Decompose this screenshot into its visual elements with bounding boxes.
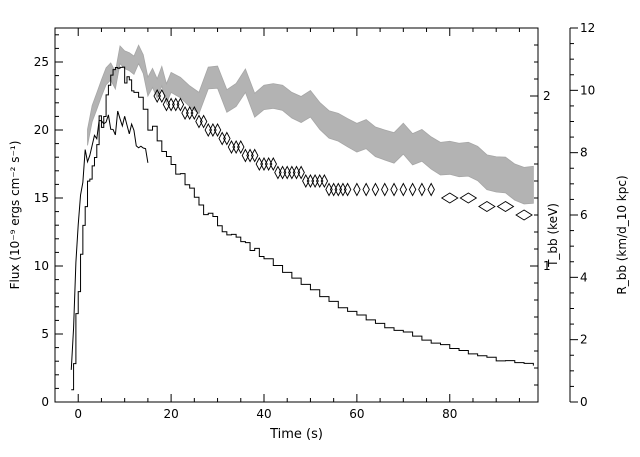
tbb-point-34 — [311, 174, 319, 188]
series-layer — [70, 44, 534, 391]
tbb-point-23 — [260, 157, 268, 171]
tbb-point-30 — [292, 165, 301, 180]
y-axis-label-right-outer: R_bb (km/d_10 kpc) — [615, 175, 629, 294]
series-rbb-band — [87, 44, 534, 205]
tbb-point-8 — [190, 106, 199, 120]
tbb-point-40 — [339, 182, 347, 197]
y-tick-label-rbb-1: 2 — [580, 333, 588, 347]
tbb-point-36 — [320, 174, 329, 188]
tbb-point-28 — [283, 165, 291, 180]
tbb-point-4 — [172, 97, 180, 112]
tbb-point-45 — [381, 182, 389, 197]
x-tick-label-0: 0 — [74, 407, 82, 421]
y-tick-label-left-2: 10 — [34, 259, 49, 273]
x-tick-label-3: 60 — [349, 407, 364, 421]
y-tick-label-left-5: 25 — [34, 55, 49, 69]
tbb-point-38 — [329, 182, 338, 197]
labels-layer: Time (s) Flux (10⁻⁹ ergs cm⁻² s⁻¹) T_bb … — [8, 141, 629, 442]
y-tick-label-tbb-0: 1 — [543, 259, 551, 273]
y-axis-label-right-inner: T_bb (keV) — [546, 203, 560, 268]
y-tick-label-rbb-0: 0 — [580, 395, 588, 409]
tbb-point-3 — [167, 97, 175, 112]
x-tick-label-4: 80 — [442, 407, 457, 421]
tbb-point-14 — [218, 131, 226, 146]
tbb-point-22 — [255, 157, 264, 171]
y-tick-label-rbb-2: 4 — [580, 270, 588, 284]
series-flux-stepped — [71, 66, 534, 391]
y-tick-label-left-1: 5 — [41, 327, 49, 341]
tbb-point-47 — [399, 182, 408, 197]
y-tick-label-left-3: 15 — [34, 191, 49, 205]
y-tick-label-rbb-6: 12 — [580, 21, 595, 35]
tbb-point-48 — [408, 182, 417, 197]
tbb-point-37 — [325, 182, 333, 197]
tbb-point-10 — [199, 114, 208, 129]
plot-frame — [54, 27, 539, 403]
tbb-point-43 — [362, 182, 370, 197]
tbb-point-50 — [427, 182, 435, 197]
tbb-point-32 — [302, 174, 310, 188]
tbb-point-33 — [306, 174, 315, 188]
tbb-point-6 — [181, 106, 189, 120]
tbb-point-18 — [237, 140, 245, 154]
tbb-point-31 — [297, 165, 305, 180]
axes-layer — [54, 27, 571, 403]
tbb-point-1 — [158, 89, 166, 103]
y-tick-label-rbb-3: 6 — [580, 208, 588, 222]
tbb-point-51 — [440, 192, 459, 204]
tbb-point-19 — [241, 148, 250, 163]
tbb-point-16 — [227, 140, 236, 154]
x-axis-label: Time (s) — [269, 427, 323, 442]
tbb-point-53 — [478, 200, 496, 213]
tbb-point-52 — [459, 192, 478, 204]
tbb-point-12 — [209, 123, 217, 137]
tbb-point-44 — [371, 182, 380, 197]
tbb-point-5 — [176, 97, 185, 112]
tbb-point-25 — [269, 157, 277, 171]
tbb-point-35 — [316, 174, 324, 188]
x-tick-label-2: 40 — [256, 407, 271, 421]
y-axis-label-left: Flux (10⁻⁹ ergs cm⁻² s⁻¹) — [8, 141, 22, 290]
tbb-point-26 — [274, 165, 282, 180]
x-tick-label-1: 20 — [163, 407, 178, 421]
y-tick-label-left-0: 0 — [41, 395, 49, 409]
tbb-point-42 — [353, 182, 361, 197]
tbb-point-55 — [515, 209, 533, 221]
tbb-point-15 — [223, 131, 231, 146]
tbb-point-54 — [496, 200, 515, 213]
y-tick-label-rbb-4: 8 — [580, 146, 588, 160]
tbb-point-9 — [195, 114, 203, 129]
tbb-point-20 — [246, 148, 254, 163]
tbb-point-13 — [213, 123, 222, 137]
tbb-point-29 — [288, 165, 296, 180]
tbb-point-41 — [343, 182, 352, 197]
tbb-point-46 — [390, 182, 398, 197]
y-tick-label-left-4: 20 — [34, 123, 49, 137]
tbb-point-27 — [278, 165, 287, 180]
tbb-point-49 — [418, 182, 426, 197]
tbb-point-21 — [250, 148, 259, 163]
tbb-point-11 — [204, 123, 212, 137]
series-flux-trace — [70, 110, 149, 370]
tbb-point-17 — [232, 140, 240, 154]
tbb-point-24 — [264, 157, 273, 171]
tbb-point-39 — [334, 182, 343, 197]
y-tick-label-rbb-5: 10 — [580, 83, 595, 97]
y-tick-label-tbb-1: 2 — [543, 89, 551, 103]
